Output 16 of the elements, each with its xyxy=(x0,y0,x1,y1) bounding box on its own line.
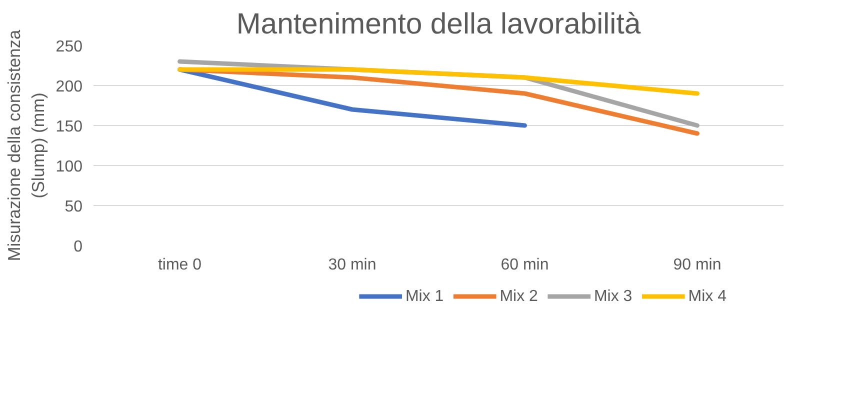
y-axis-title: Misurazione della consistenza (Slump) (mm) xyxy=(4,30,48,262)
y-tick-label: 200 xyxy=(56,78,83,96)
legend-label: Mix 3 xyxy=(594,288,632,305)
legend-label: Mix 2 xyxy=(500,288,538,305)
y-tick-label: 50 xyxy=(64,198,83,216)
x-tick-label: time 0 xyxy=(158,256,202,274)
x-tick-label: 90 min xyxy=(673,256,722,274)
x-tick-label: 60 min xyxy=(500,256,549,274)
y-tick-label: 150 xyxy=(56,118,83,136)
chart-title: Mantenimento della lavorabilità xyxy=(236,8,642,40)
y-tick-label: 100 xyxy=(56,158,83,176)
x-tick-label: 30 min xyxy=(328,256,376,274)
legend-label: Mix 4 xyxy=(688,288,727,305)
y-tick-label: 0 xyxy=(74,238,83,256)
legend-label: Mix 1 xyxy=(405,288,444,305)
y-tick-label: 250 xyxy=(56,38,83,56)
